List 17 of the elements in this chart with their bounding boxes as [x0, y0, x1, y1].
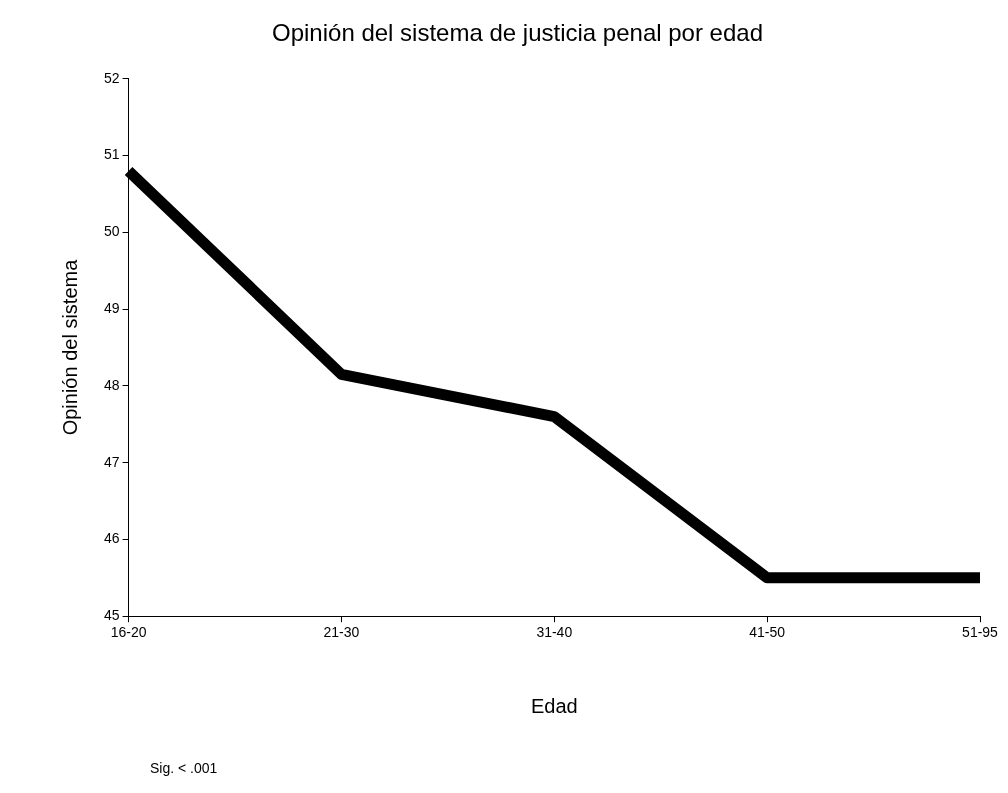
- chart-title: Opinión del sistema de justicia penal por edad: [272, 19, 763, 47]
- x-tick-label: 16-20: [110, 624, 147, 641]
- y-tick-label: 50: [103, 223, 120, 240]
- y-tick-label: 52: [103, 69, 120, 86]
- x-tick-label: 21-30: [323, 624, 360, 641]
- y-tick-label: 49: [103, 299, 120, 316]
- y-tick-label: 47: [103, 453, 120, 470]
- text: Sig. < .001: [150, 760, 218, 776]
- x-tick-label: 41-50: [749, 624, 786, 641]
- y-axis-title: Opinión del sistema: [58, 258, 81, 436]
- x-tick-label: 31-40: [536, 624, 573, 641]
- x-axis-title: Edad: [530, 694, 578, 717]
- y-tick-label: 46: [103, 530, 120, 547]
- y-tick-label: 45: [103, 607, 120, 624]
- y-tick-label: 48: [103, 376, 120, 393]
- y-tick-label: 51: [103, 146, 120, 163]
- x-tick-label: 51-95: [962, 624, 999, 641]
